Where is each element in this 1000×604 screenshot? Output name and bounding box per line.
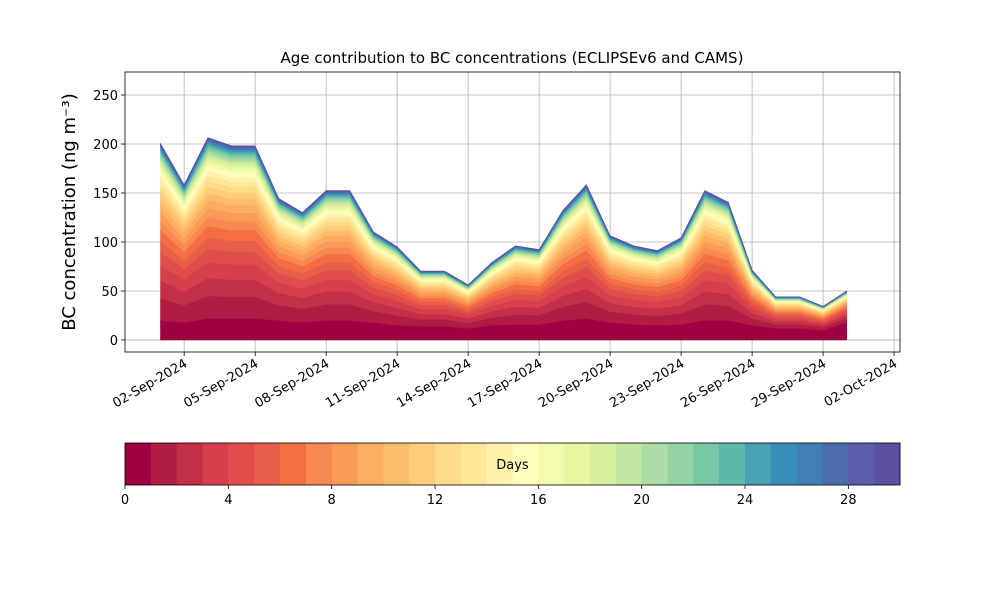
colorbar-swatch xyxy=(822,443,849,485)
x-tick-label: 05-Sep-2024 xyxy=(181,356,261,411)
colorbar-swatch xyxy=(280,443,307,485)
colorbar-swatch xyxy=(538,443,565,485)
colorbar-swatch xyxy=(590,443,617,485)
colorbar-swatch xyxy=(770,443,798,485)
colorbar-frame xyxy=(124,442,901,486)
colorbar-swatch xyxy=(615,443,643,485)
x-tick-label: 02-Oct-2024 xyxy=(822,356,900,410)
x-tick-label: 11-Sep-2024 xyxy=(323,356,403,411)
x-tick-label: 14-Sep-2024 xyxy=(394,356,474,411)
area-layer xyxy=(160,137,848,307)
x-tick-label: 26-Sep-2024 xyxy=(678,356,758,411)
colorbar-swatch xyxy=(693,443,720,485)
colorbar-tick-label: 0 xyxy=(121,493,129,508)
colorbar-label: Days xyxy=(496,458,529,473)
colorbar-swatch xyxy=(305,443,333,485)
colorbar-swatch xyxy=(150,443,178,485)
colorbar-swatch xyxy=(512,443,539,485)
colorbar-swatch xyxy=(357,443,384,485)
colorbar-swatch xyxy=(796,443,823,485)
colorbar-swatch xyxy=(254,443,281,485)
colorbar-swatch xyxy=(564,443,591,485)
y-tick-label: 100 xyxy=(93,236,118,251)
colorbar-swatch xyxy=(202,443,229,485)
colorbar-tick-label: 4 xyxy=(224,493,232,508)
colorbar-tick-label: 12 xyxy=(427,493,444,508)
colorbar-tick-label: 20 xyxy=(633,493,650,508)
colorbar-tick-label: 16 xyxy=(530,493,547,508)
colorbar-swatch xyxy=(848,443,875,485)
y-tick-label: 150 xyxy=(93,187,118,202)
colorbar-swatch xyxy=(641,443,668,485)
x-tick-label: 23-Sep-2024 xyxy=(607,356,687,411)
colorbar-tick-label: 8 xyxy=(328,493,336,508)
colorbar-swatch xyxy=(667,443,694,485)
chart-title: Age contribution to BC concentrations (E… xyxy=(281,49,744,67)
x-tick-label: 08-Sep-2024 xyxy=(252,356,332,411)
colorbar-swatch xyxy=(125,443,152,485)
colorbar-swatch xyxy=(460,443,488,485)
y-tick-label: 200 xyxy=(93,138,118,153)
colorbar-swatch xyxy=(228,443,255,485)
y-axis-label: BC concentration (ng m⁻³) xyxy=(59,93,80,331)
colorbar-tick-label: 28 xyxy=(840,493,857,508)
x-tick-label: 29-Sep-2024 xyxy=(749,356,829,411)
colorbar-swatch xyxy=(719,443,746,485)
x-tick-label: 02-Sep-2024 xyxy=(110,356,190,411)
colorbar-swatch xyxy=(435,443,462,485)
colorbar-swatch xyxy=(176,443,203,485)
plot-frame xyxy=(124,71,901,353)
y-tick-label: 50 xyxy=(101,285,118,300)
colorbar-swatch xyxy=(383,443,410,485)
y-tick-label: 250 xyxy=(93,89,118,104)
colorbar-swatch xyxy=(486,443,513,485)
colorbar-swatch xyxy=(331,443,358,485)
colorbar-swatch xyxy=(745,443,772,485)
y-tick-label: 0 xyxy=(110,334,118,349)
x-tick-label: 20-Sep-2024 xyxy=(536,356,616,411)
colorbar-tick-label: 24 xyxy=(737,493,754,508)
colorbar-swatch xyxy=(874,443,901,485)
x-tick-label: 17-Sep-2024 xyxy=(465,356,545,411)
colorbar-swatch xyxy=(409,443,436,485)
